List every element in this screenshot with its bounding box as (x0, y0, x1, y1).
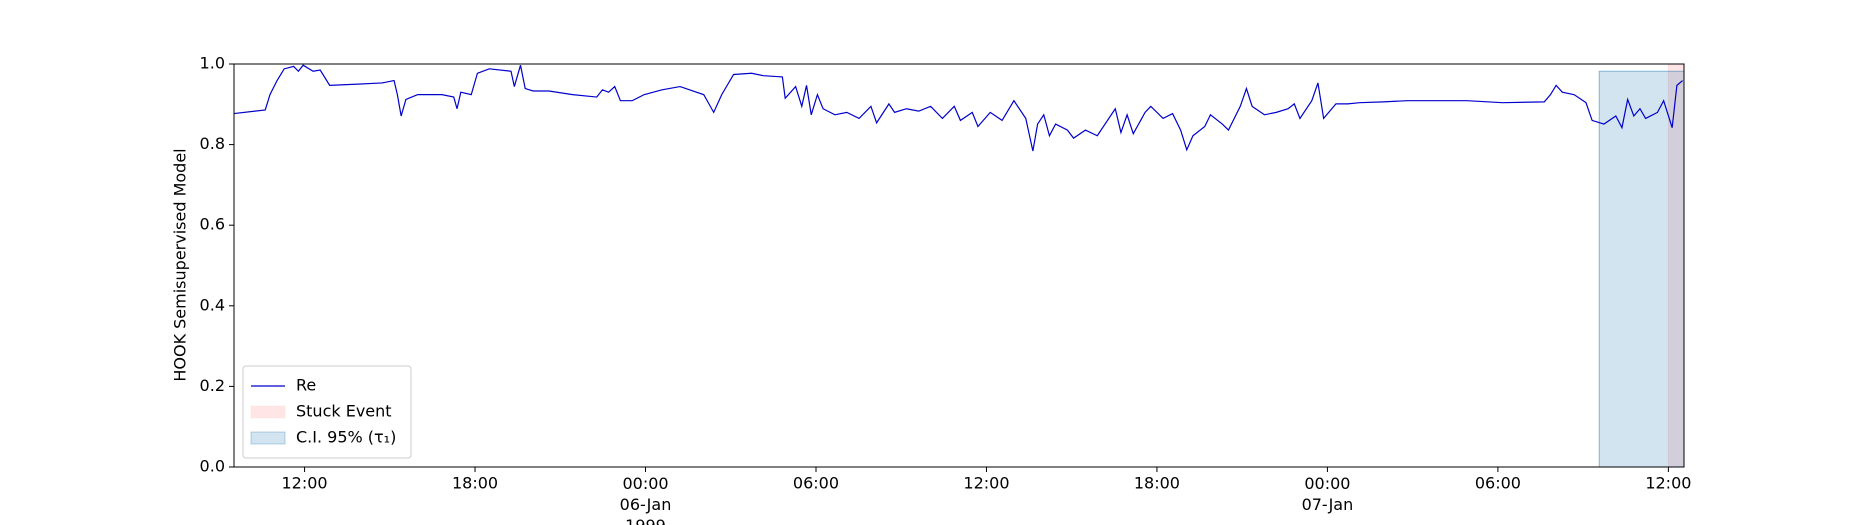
span (1598, 70, 1685, 468)
x-tick-label: 12:00 (1645, 474, 1691, 493)
x-tick-label: 18:00 (452, 474, 498, 493)
y-axis-label: HOOK Semisupervised Model (171, 148, 190, 381)
y-tick-label: 0.0 (200, 457, 225, 476)
legend-label: Stuck Event (296, 402, 392, 421)
x-tick-label: 12:00 (282, 474, 328, 493)
plot-frame (233, 63, 1685, 468)
x-tick-label: 12:00 (963, 474, 1009, 493)
legend-label: C.I. 95% (τ₁) (296, 428, 396, 447)
x-tick-label: 00:00 07-Jan (1302, 474, 1354, 514)
legend-patch (250, 431, 286, 445)
y-tick-label: 0.6 (200, 215, 225, 234)
line (233, 64, 1683, 152)
y-tick-label: 0.8 (200, 134, 225, 153)
legend-patch (250, 405, 286, 419)
legend-label: Re (296, 376, 316, 395)
x-tick-label: 00:00 06-Jan 1999 (620, 474, 672, 525)
y-tick-label: 1.0 (200, 54, 225, 73)
legend (242, 365, 412, 459)
x-tick-label: 06:00 (1475, 474, 1521, 493)
x-tick-label: 06:00 (793, 474, 839, 493)
x-tick-label: 18:00 (1134, 474, 1180, 493)
y-tick-label: 0.2 (200, 376, 225, 395)
y-tick-label: 0.4 (200, 295, 225, 314)
